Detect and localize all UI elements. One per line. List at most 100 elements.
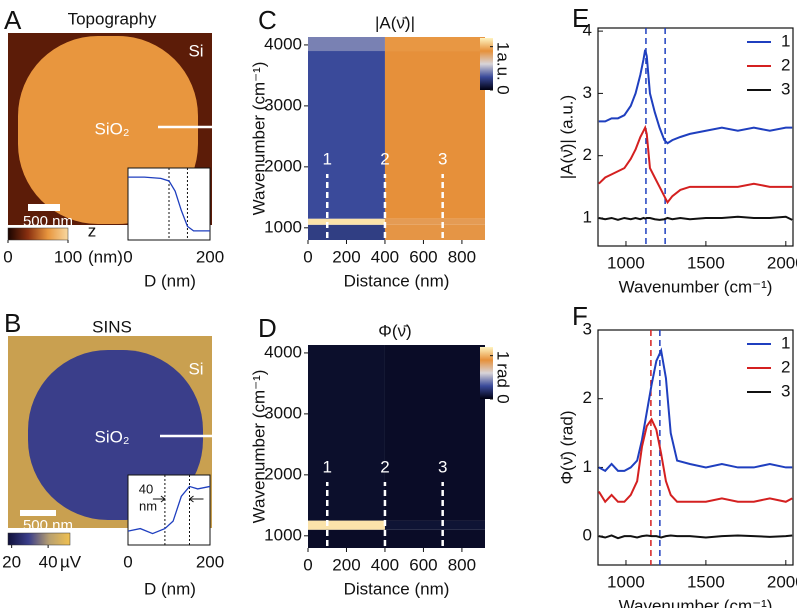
series-line	[597, 417, 793, 504]
heatmap-cell	[308, 529, 385, 548]
heatmap-cell	[384, 37, 485, 52]
colorbar-tick-label: 1	[494, 42, 513, 51]
legend-label: 1	[781, 31, 790, 50]
legend-label: 1	[781, 333, 790, 352]
x-axis-label: Distance (nm)	[344, 271, 450, 290]
inset-xlabel: D (nm)	[144, 579, 196, 598]
colorbar-tick-label: 40	[39, 552, 58, 571]
image-label: Si	[188, 41, 203, 60]
y-axis-label: Wavenumber (cm⁻¹)	[249, 62, 268, 216]
position-marker-label: 3	[438, 149, 447, 168]
image-label: Si	[188, 359, 203, 378]
y-tick-label: 2000	[264, 156, 302, 175]
x-tick-label: 600	[409, 555, 437, 574]
image-label: SiO₂	[95, 119, 130, 138]
colorbar	[7, 532, 71, 546]
y-axis-label: |A(ν̄)| (a.u.)	[557, 95, 576, 179]
y-tick-label: 3000	[264, 403, 302, 422]
panel-letter: D	[258, 313, 277, 343]
inset	[127, 474, 211, 546]
heatmap-cell	[308, 520, 385, 530]
y-tick-label: 4	[583, 21, 592, 40]
x-tick-label: 1000	[607, 572, 645, 591]
inset-xlabel: D (nm)	[144, 271, 196, 290]
inset-profile	[128, 176, 210, 232]
y-tick-label: 3	[583, 319, 592, 338]
colorbar	[480, 347, 493, 399]
y-tick-label: 1000	[264, 525, 302, 544]
position-marker-label: 1	[323, 457, 332, 476]
x-tick-label: 600	[409, 247, 437, 266]
y-tick-label: 2	[583, 145, 592, 164]
panel-letter: F	[572, 301, 588, 331]
chart-title: Φ(ν̄)	[378, 321, 411, 340]
x-tick-label: 1000	[607, 253, 645, 272]
x-tick-label: 400	[371, 247, 399, 266]
x-axis-label: Distance (nm)	[344, 579, 450, 598]
colorbar	[480, 38, 493, 90]
y-tick-label: 1	[583, 207, 592, 226]
plot-frame	[597, 329, 794, 566]
x-tick-label: 1500	[687, 253, 725, 272]
heatmap-cell	[384, 520, 485, 530]
annotation-arrow	[188, 495, 204, 503]
series-line	[598, 347, 793, 473]
heatmap-cell	[384, 51, 485, 219]
x-tick-label: 800	[448, 247, 476, 266]
scale-bar-label: 500 nm	[23, 213, 73, 230]
y-tick-label: 4000	[264, 342, 302, 361]
inset-annotation: 40	[139, 481, 153, 496]
image-label: SiO₂	[95, 427, 130, 446]
y-tick-label: 2	[583, 388, 592, 407]
position-marker-label: 1	[323, 149, 332, 168]
annotation-arrow	[152, 495, 166, 503]
colorbar-tick-label: 0	[494, 85, 513, 94]
colorbar-tick-label: 0	[3, 247, 12, 266]
heatmap-cell	[384, 345, 485, 521]
inset-tick-label: 0	[123, 247, 132, 266]
heatmap-cell	[384, 224, 485, 240]
plot-frame	[597, 27, 794, 247]
colorbar-unit: rad	[494, 363, 513, 388]
colorbar-label: z	[88, 221, 97, 240]
panel-letter: E	[572, 3, 589, 33]
heatmap-cell	[308, 37, 385, 52]
position-marker-label: 2	[380, 149, 389, 168]
legend-label: 3	[781, 381, 790, 400]
legend-label: 2	[781, 55, 790, 74]
chart-title: Topography	[68, 9, 157, 28]
x-axis-label: Wavenumber (cm⁻¹)	[619, 277, 773, 296]
panel-letter: C	[258, 5, 277, 35]
heatmap-cell	[308, 345, 385, 521]
heatmap-cell	[308, 51, 385, 219]
x-tick-label: 200	[332, 555, 360, 574]
y-tick-label: 3000	[264, 95, 302, 114]
series-line	[598, 534, 793, 540]
x-tick-label: 800	[448, 555, 476, 574]
chart-title: SINS	[92, 317, 132, 336]
panel-letter: A	[4, 5, 22, 35]
x-tick-label: 0	[303, 555, 312, 574]
chart-title: |A(ν̄)|	[375, 13, 415, 32]
heatmap-cell	[308, 224, 385, 240]
panel-letter: B	[4, 308, 21, 338]
heatmap-cell	[384, 218, 485, 225]
series-line	[598, 124, 793, 205]
colorbar	[7, 227, 69, 241]
x-tick-label: 2000	[767, 572, 797, 591]
y-tick-label: 0	[583, 526, 592, 545]
series-line	[598, 215, 793, 221]
x-axis-label: Wavenumber (cm⁻¹)	[619, 596, 773, 608]
colorbar-unit: a.u.	[494, 52, 513, 80]
legend-label: 3	[781, 79, 790, 98]
x-tick-label: 0	[303, 247, 312, 266]
y-axis-label: Φ(ν̄) (rad)	[557, 410, 576, 484]
y-tick-label: 1	[583, 457, 592, 476]
series-line	[598, 49, 793, 145]
position-marker-label: 3	[438, 457, 447, 476]
colorbar-unit: µV	[60, 552, 82, 571]
legend-label: 2	[781, 357, 790, 376]
scale-bar	[28, 204, 60, 211]
y-tick-label: 1000	[264, 217, 302, 236]
